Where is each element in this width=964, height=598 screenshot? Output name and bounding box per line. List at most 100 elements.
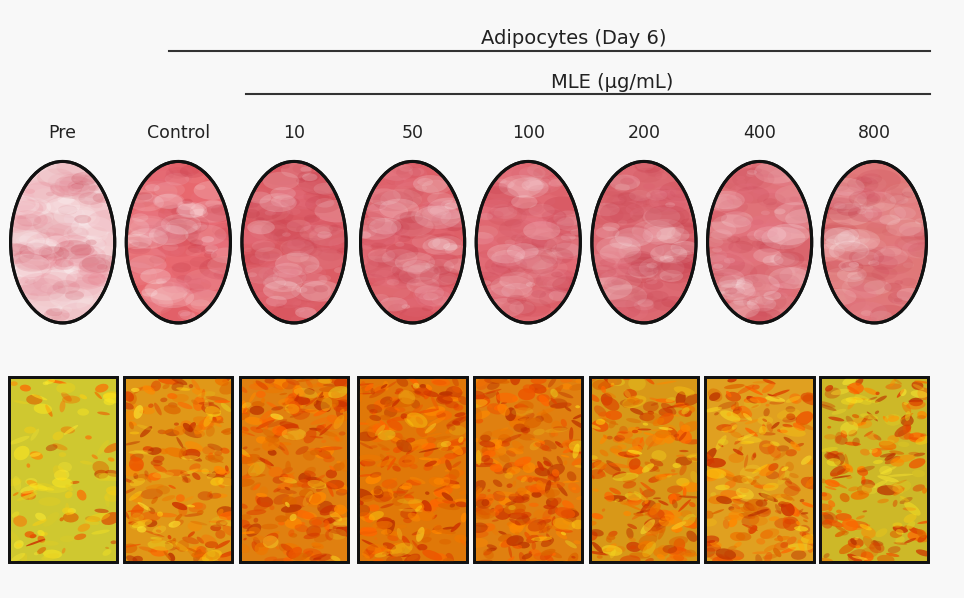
Ellipse shape — [415, 185, 427, 191]
Ellipse shape — [246, 212, 269, 224]
Ellipse shape — [898, 441, 909, 447]
Ellipse shape — [146, 484, 164, 490]
Ellipse shape — [194, 423, 205, 435]
Ellipse shape — [450, 392, 463, 399]
Ellipse shape — [481, 499, 490, 507]
Ellipse shape — [168, 402, 177, 408]
Ellipse shape — [366, 404, 382, 413]
Ellipse shape — [51, 306, 63, 312]
Ellipse shape — [789, 221, 813, 234]
Ellipse shape — [671, 224, 704, 241]
Ellipse shape — [157, 234, 201, 257]
Ellipse shape — [610, 549, 616, 559]
Ellipse shape — [264, 557, 278, 562]
Ellipse shape — [299, 202, 310, 207]
Ellipse shape — [846, 476, 852, 479]
Ellipse shape — [386, 551, 392, 556]
Ellipse shape — [274, 494, 290, 505]
Ellipse shape — [672, 248, 702, 263]
Ellipse shape — [216, 520, 228, 526]
Ellipse shape — [0, 196, 40, 215]
Ellipse shape — [528, 551, 532, 554]
Ellipse shape — [548, 464, 565, 477]
Ellipse shape — [261, 415, 280, 424]
Ellipse shape — [869, 448, 878, 453]
Ellipse shape — [292, 300, 309, 309]
Ellipse shape — [611, 448, 628, 458]
Ellipse shape — [909, 527, 924, 535]
Ellipse shape — [535, 416, 544, 422]
Ellipse shape — [503, 468, 507, 471]
Ellipse shape — [180, 420, 193, 430]
Ellipse shape — [777, 471, 790, 485]
Ellipse shape — [618, 451, 640, 457]
Ellipse shape — [762, 211, 778, 219]
Ellipse shape — [14, 276, 29, 283]
Ellipse shape — [373, 399, 388, 410]
Ellipse shape — [514, 248, 557, 270]
Ellipse shape — [487, 180, 530, 202]
Ellipse shape — [20, 486, 38, 494]
Ellipse shape — [918, 520, 934, 524]
Ellipse shape — [65, 235, 106, 255]
Ellipse shape — [372, 294, 388, 302]
Ellipse shape — [813, 228, 855, 249]
Ellipse shape — [155, 218, 187, 234]
Ellipse shape — [906, 521, 915, 530]
Ellipse shape — [246, 523, 261, 537]
Ellipse shape — [870, 448, 894, 450]
Ellipse shape — [334, 267, 346, 273]
Ellipse shape — [184, 448, 201, 453]
Ellipse shape — [619, 239, 664, 263]
Ellipse shape — [642, 541, 656, 557]
Ellipse shape — [194, 181, 231, 200]
Ellipse shape — [415, 285, 444, 300]
Ellipse shape — [627, 542, 641, 552]
Ellipse shape — [508, 512, 528, 520]
Ellipse shape — [296, 178, 305, 183]
Ellipse shape — [852, 418, 872, 428]
Ellipse shape — [616, 499, 623, 502]
Ellipse shape — [245, 201, 259, 208]
Ellipse shape — [907, 531, 923, 541]
Ellipse shape — [198, 213, 228, 228]
Ellipse shape — [137, 208, 163, 221]
Ellipse shape — [497, 179, 507, 184]
Ellipse shape — [861, 551, 873, 562]
Ellipse shape — [70, 244, 94, 256]
Ellipse shape — [282, 399, 295, 405]
Ellipse shape — [644, 376, 655, 385]
Ellipse shape — [415, 202, 454, 222]
Ellipse shape — [666, 404, 687, 408]
Ellipse shape — [402, 547, 405, 551]
Ellipse shape — [629, 207, 661, 223]
Ellipse shape — [826, 451, 839, 459]
Ellipse shape — [513, 237, 549, 255]
Ellipse shape — [612, 225, 652, 245]
Ellipse shape — [734, 542, 741, 548]
Ellipse shape — [105, 547, 109, 549]
Ellipse shape — [381, 226, 405, 238]
Ellipse shape — [592, 542, 603, 553]
Ellipse shape — [423, 199, 464, 219]
Ellipse shape — [289, 264, 326, 282]
Ellipse shape — [374, 537, 377, 540]
Ellipse shape — [479, 213, 493, 220]
Ellipse shape — [627, 528, 633, 539]
Ellipse shape — [432, 530, 442, 534]
Ellipse shape — [624, 389, 637, 398]
Ellipse shape — [643, 432, 654, 435]
Ellipse shape — [640, 482, 654, 492]
Ellipse shape — [790, 393, 802, 404]
Ellipse shape — [295, 307, 316, 318]
Ellipse shape — [388, 487, 393, 498]
Ellipse shape — [292, 388, 306, 398]
Ellipse shape — [149, 191, 184, 209]
Ellipse shape — [165, 540, 174, 544]
Ellipse shape — [289, 413, 302, 418]
Ellipse shape — [841, 398, 857, 405]
Ellipse shape — [61, 426, 75, 434]
Ellipse shape — [458, 396, 469, 405]
Ellipse shape — [74, 533, 86, 540]
Ellipse shape — [641, 502, 649, 506]
